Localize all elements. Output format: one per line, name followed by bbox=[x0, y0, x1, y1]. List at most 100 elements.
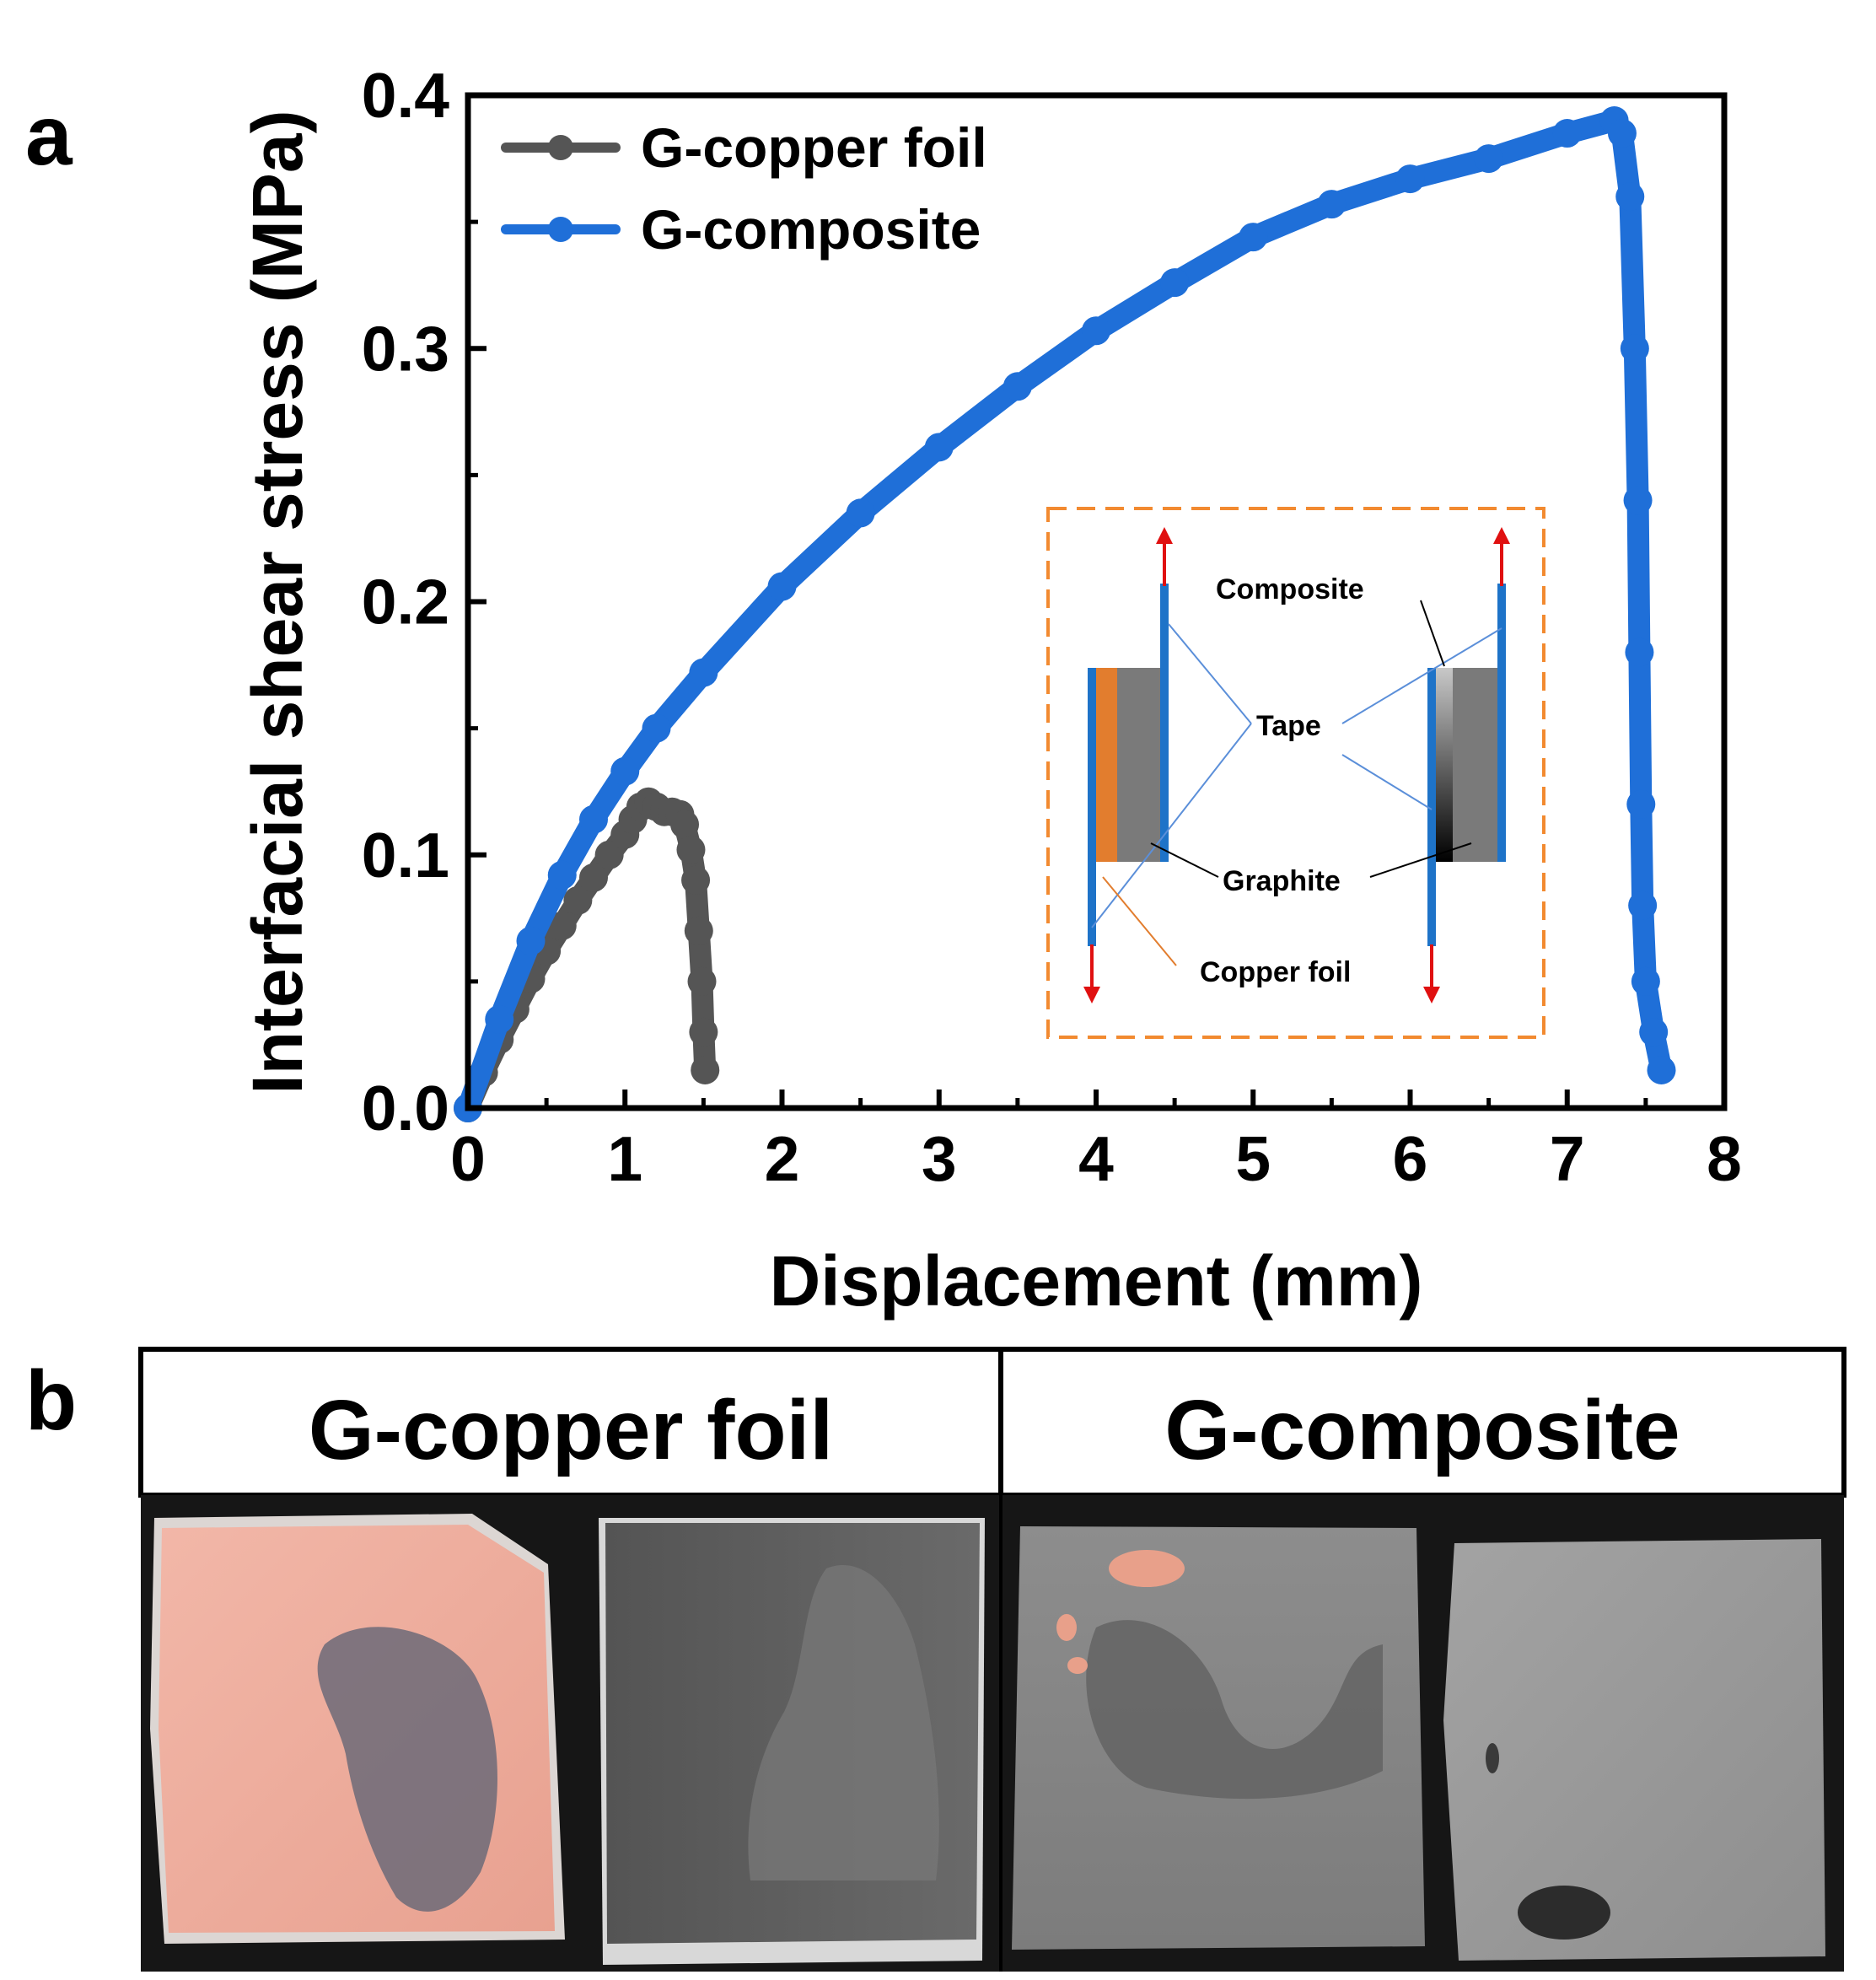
composite-sample-2-mark bbox=[1486, 1743, 1499, 1773]
legend: G-copper foil G-composite bbox=[501, 116, 987, 261]
data-point bbox=[846, 498, 875, 528]
y-tick-label: 0.4 bbox=[362, 60, 450, 131]
data-point bbox=[610, 756, 640, 786]
graphite-layer-right bbox=[1453, 668, 1499, 862]
photo-title-copper: G-copper foil bbox=[309, 1383, 833, 1477]
data-point bbox=[563, 885, 593, 915]
x-axis-title: Displacement (mm) bbox=[770, 1241, 1423, 1321]
ticks-layer: 0 1 2 3 4 5 6 7 8 0.0 0.1 0.2 0.3 0.4 bbox=[362, 60, 1742, 1194]
inset-leader-lines bbox=[1091, 600, 1502, 966]
data-point bbox=[1615, 182, 1645, 212]
data-point bbox=[547, 860, 577, 890]
inset-label-graphite: Graphite bbox=[1223, 865, 1341, 897]
y-tick-label: 0.1 bbox=[362, 820, 449, 890]
copper-fragment-2 bbox=[1056, 1614, 1077, 1641]
photo-header-left bbox=[138, 1347, 1003, 1498]
data-point bbox=[1474, 144, 1503, 174]
y-tick-label: 0.3 bbox=[362, 313, 449, 384]
data-point bbox=[1620, 334, 1649, 363]
data-point bbox=[1160, 268, 1190, 298]
y-axis-title: Interfacial shear stress (MPa) bbox=[238, 110, 317, 1094]
data-point bbox=[485, 1004, 514, 1034]
data-point bbox=[689, 1017, 718, 1046]
copper-fragment-3 bbox=[1067, 1657, 1088, 1674]
composite-specimen bbox=[1423, 527, 1510, 1003]
legend-marker-copper bbox=[548, 135, 573, 160]
data-point bbox=[670, 810, 700, 839]
data-point bbox=[1317, 190, 1347, 219]
x-tick-label: 7 bbox=[1550, 1123, 1585, 1194]
data-point bbox=[687, 966, 717, 996]
data-point bbox=[689, 658, 718, 687]
arrow-down-right-head bbox=[1423, 987, 1440, 1003]
inset-label-tape: Tape bbox=[1256, 710, 1321, 742]
composite-sample-2-surface bbox=[1443, 1539, 1825, 1961]
data-point bbox=[547, 911, 577, 940]
shear-stress-chart: 0 1 2 3 4 5 6 7 8 0.0 0.1 0.2 0.3 0.4 Displacement (m… bbox=[238, 60, 1742, 1321]
data-point bbox=[1631, 966, 1660, 996]
graphite-layer-left bbox=[1117, 668, 1164, 862]
copper-fragment-1 bbox=[1109, 1550, 1185, 1587]
y-tick-label: 0.2 bbox=[362, 567, 449, 638]
legend-label-copper: G-copper foil bbox=[641, 116, 987, 179]
inset-label-composite: Composite bbox=[1216, 573, 1364, 605]
data-point bbox=[1626, 789, 1656, 819]
x-tick-label: 1 bbox=[607, 1123, 642, 1194]
data-point bbox=[516, 926, 546, 955]
x-tick-label: 4 bbox=[1078, 1123, 1114, 1194]
tape-left-upper bbox=[1160, 584, 1169, 862]
data-point bbox=[676, 835, 706, 864]
composite-sample-1 bbox=[1012, 1526, 1425, 1950]
arrow-up-right-head bbox=[1493, 527, 1510, 544]
copper-foil-layer bbox=[1096, 668, 1117, 862]
x-tick-label: 6 bbox=[1393, 1123, 1428, 1194]
x-tick-label: 2 bbox=[765, 1123, 800, 1194]
x-tick-label: 8 bbox=[1707, 1123, 1742, 1194]
graphite-sample-left-patch bbox=[748, 1565, 939, 1880]
x-tick-label: 5 bbox=[1235, 1123, 1271, 1194]
graphite-sample-left bbox=[599, 1518, 985, 1965]
photo-header-right bbox=[998, 1347, 1846, 1498]
composite-sample-2 bbox=[1443, 1539, 1825, 1961]
data-point bbox=[1239, 223, 1268, 252]
data-point bbox=[1607, 119, 1637, 148]
data-point bbox=[1647, 1055, 1676, 1084]
legend-label-composite: G-composite bbox=[641, 198, 981, 261]
data-point bbox=[1625, 638, 1654, 667]
tape-left-lower bbox=[1088, 668, 1096, 946]
panel-b-label: b bbox=[25, 1353, 77, 1448]
data-point bbox=[642, 713, 671, 743]
data-point bbox=[924, 433, 954, 462]
photo-panel: G-copper foil G-composite bbox=[138, 1347, 1846, 1972]
data-point bbox=[594, 840, 624, 869]
copper-graphite-residue bbox=[317, 1627, 497, 1912]
photo-title-composite: G-composite bbox=[1164, 1383, 1680, 1477]
legend-marker-composite bbox=[548, 217, 573, 242]
data-point bbox=[579, 863, 608, 892]
arrow-up-left-head bbox=[1156, 527, 1173, 544]
data-point bbox=[1628, 890, 1658, 920]
tape-right-lower bbox=[1427, 668, 1436, 946]
inset-schematic: Composite Tape Graphite Copper foil bbox=[1046, 507, 1545, 1039]
composite-layer bbox=[1436, 668, 1453, 862]
copper-specimen bbox=[1083, 527, 1173, 1003]
arrow-down-left-head bbox=[1083, 987, 1100, 1003]
copper-foil-sample bbox=[150, 1514, 565, 1944]
x-tick-label: 3 bbox=[922, 1123, 957, 1194]
panel-a-label: a bbox=[25, 89, 73, 183]
inset-label-copper-foil: Copper foil bbox=[1200, 956, 1351, 988]
composite-sample-2-dark-spot bbox=[1518, 1886, 1610, 1940]
data-point bbox=[691, 1055, 720, 1084]
composite-sample-1-dark-region bbox=[1086, 1620, 1383, 1800]
data-point bbox=[1003, 372, 1032, 401]
data-point bbox=[1552, 119, 1582, 148]
data-point bbox=[681, 865, 711, 895]
series-layer bbox=[454, 106, 1676, 1122]
data-point bbox=[684, 916, 713, 945]
data-point bbox=[1395, 164, 1425, 194]
x-tick-label: 0 bbox=[450, 1123, 486, 1194]
data-point bbox=[1082, 316, 1110, 346]
data-point bbox=[1639, 1017, 1669, 1046]
data-point bbox=[767, 572, 797, 601]
